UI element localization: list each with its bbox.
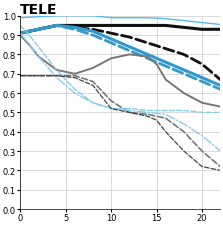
Text: TELE: TELE — [20, 3, 58, 17]
